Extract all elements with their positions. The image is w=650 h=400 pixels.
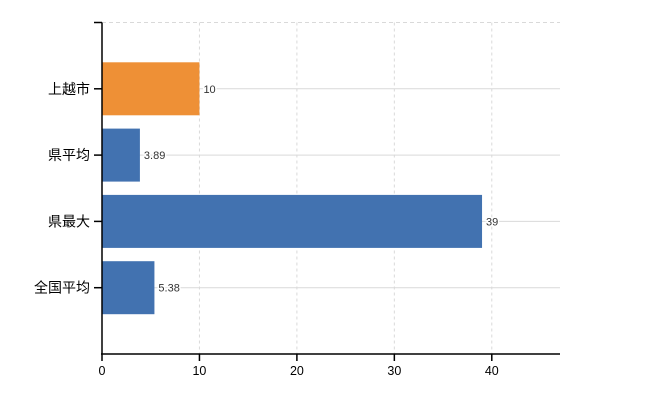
bar bbox=[102, 261, 155, 315]
bar-value-label: 39 bbox=[486, 216, 498, 228]
x-tick-label: 0 bbox=[99, 364, 106, 378]
bar-value-label: 5.38 bbox=[158, 283, 179, 295]
bar bbox=[102, 62, 200, 116]
x-tick-label: 30 bbox=[387, 364, 401, 378]
bar-value-label: 3.89 bbox=[144, 150, 165, 162]
bar bbox=[102, 128, 140, 182]
category-label: 県平均 bbox=[48, 147, 90, 163]
x-tick-label: 40 bbox=[485, 364, 499, 378]
category-label: 県最大 bbox=[48, 213, 90, 229]
category-label: 上越市 bbox=[48, 81, 90, 97]
x-tick-label: 20 bbox=[290, 364, 304, 378]
bar-value-label: 10 bbox=[203, 84, 215, 96]
x-tick-label: 10 bbox=[192, 364, 206, 378]
category-label: 全国平均 bbox=[34, 280, 90, 296]
bar bbox=[102, 194, 483, 248]
